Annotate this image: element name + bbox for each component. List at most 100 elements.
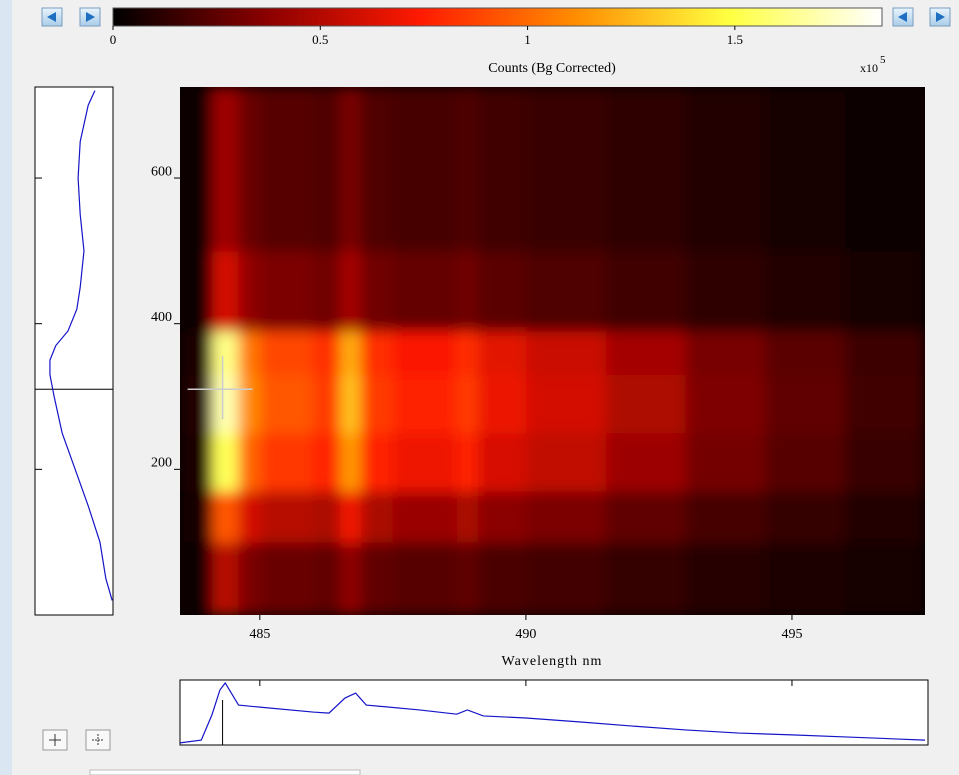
heat-cell [238, 87, 261, 252]
heat-cell [211, 542, 240, 615]
heat-cell [685, 491, 766, 543]
heat-cell [525, 542, 607, 615]
heat-cell [313, 432, 341, 492]
heat-cell [845, 542, 925, 615]
heat-cell [180, 87, 213, 252]
heat-cell [605, 250, 687, 332]
y-tick-label: 200 [151, 456, 172, 471]
heat-cell [525, 374, 607, 434]
y-tick-label: 600 [151, 164, 172, 179]
heat-cell [392, 87, 458, 252]
heat-cell [259, 87, 314, 252]
heat-cell [392, 330, 458, 376]
heat-cell [478, 491, 527, 543]
colorbar-tick-label: 0.5 [312, 32, 328, 47]
heat-cell [211, 491, 240, 543]
heat-cell [259, 491, 314, 543]
heat-cell [845, 330, 925, 376]
heat-cell [339, 87, 362, 252]
heat-cell [339, 432, 362, 492]
heat-cell [765, 542, 846, 615]
heat-cell [605, 87, 687, 252]
heat-cell [339, 250, 362, 332]
heat-cell [845, 374, 925, 434]
spectrum-line [179, 681, 926, 744]
heat-cell [360, 374, 394, 434]
colorbar [112, 7, 883, 27]
heat-cell [392, 491, 458, 543]
heat-cell [360, 250, 394, 332]
heat-cell [238, 432, 261, 492]
heat-cell [478, 87, 527, 252]
heat-cell [525, 432, 607, 492]
x-tick-label: 485 [249, 627, 270, 642]
heat-cell [238, 374, 261, 434]
heat-cell [392, 250, 458, 332]
heat-cell [238, 250, 261, 332]
heat-cell [180, 491, 213, 543]
heat-cell [339, 542, 362, 615]
heat-cell [765, 432, 846, 492]
heat-cell [525, 87, 607, 252]
heat-cell [313, 87, 341, 252]
heat-cell [339, 374, 362, 434]
heat-cell [259, 330, 314, 376]
heat-cell [765, 374, 846, 434]
zoom-buttons[interactable] [42, 729, 111, 751]
heat-cell [685, 250, 766, 332]
y-tick-label: 400 [151, 310, 172, 325]
heat-cell [360, 542, 394, 615]
heat-cell [478, 374, 527, 434]
colorbar-tick-label: 1.5 [727, 32, 743, 47]
colorbar-left-buttons[interactable] [41, 7, 101, 27]
vertical-profile-line [49, 90, 113, 601]
heat-cell [259, 432, 314, 492]
colorbar-multiplier: x10 [860, 61, 878, 75]
colorbar-right-buttons[interactable] [892, 7, 951, 27]
heat-cell [259, 250, 314, 332]
heat-cell [478, 432, 527, 492]
heat-cell [525, 330, 607, 376]
heat-cell [180, 432, 213, 492]
heat-cell [211, 330, 240, 376]
heat-cell [392, 374, 458, 434]
spectrum-box [179, 679, 929, 746]
heat-cell [456, 87, 479, 252]
heat-cell [313, 491, 341, 543]
heat-cell [525, 250, 607, 332]
heat-cell [765, 250, 846, 332]
colorbar-tick-label: 1 [524, 32, 531, 47]
heat-cell [360, 330, 394, 376]
heat-cell [845, 432, 925, 492]
heat-cell [478, 250, 527, 332]
heat-cell [313, 330, 341, 376]
heat-cell [180, 250, 213, 332]
heat-cell [392, 542, 458, 615]
heat-cell [339, 491, 362, 543]
heat-cell [211, 374, 240, 434]
heat-cell [211, 250, 240, 332]
heat-cell [360, 491, 394, 543]
heatmap-cells [180, 87, 925, 615]
window-edge [0, 0, 12, 775]
heat-cell [605, 491, 687, 543]
heat-cell [339, 330, 362, 376]
heat-cell [211, 432, 240, 492]
heat-cell [456, 374, 479, 434]
heat-cell [313, 374, 341, 434]
heat-cell [456, 432, 479, 492]
cursor-cross [187, 356, 253, 420]
heat-cell [685, 432, 766, 492]
heat-cell [685, 542, 766, 615]
heat-cell [238, 542, 261, 615]
heat-cell [845, 491, 925, 543]
heat-cell [605, 330, 687, 376]
heat-cell [685, 374, 766, 434]
heat-cell [456, 250, 479, 332]
heat-cell [845, 250, 925, 332]
x-tick-label: 495 [781, 627, 802, 642]
x-tick-label: 490 [515, 627, 536, 642]
heat-cell [259, 374, 314, 434]
heat-cell [238, 491, 261, 543]
